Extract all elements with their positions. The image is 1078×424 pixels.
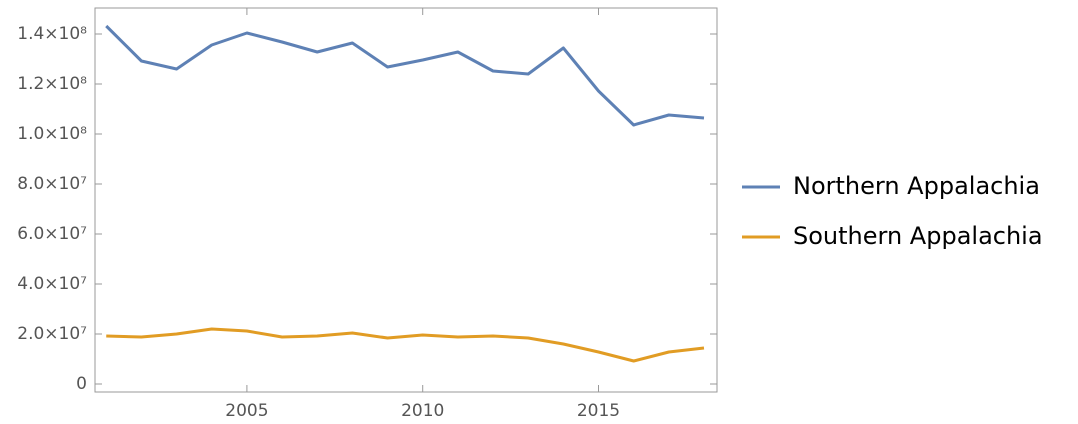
legend-label: Southern Appalachia bbox=[793, 222, 1043, 250]
y-tick-label: 1.4×10⁸ bbox=[17, 24, 87, 44]
series-line bbox=[105, 24, 705, 127]
x-tick-label: 2010 bbox=[401, 401, 444, 421]
legend-label: Northern Appalachia bbox=[793, 172, 1040, 200]
y-tick-label: 8.0×10⁷ bbox=[17, 174, 87, 194]
y-tick-label: 1.0×10⁸ bbox=[17, 124, 87, 144]
y-tick-label: 1.2×10⁸ bbox=[17, 74, 87, 94]
series-line bbox=[106, 327, 705, 363]
y-tick-label: 2.0×10⁷ bbox=[17, 324, 87, 344]
x-tick-label: 2015 bbox=[577, 401, 620, 421]
plot-frame bbox=[94, 7, 718, 393]
y-tick-label: 4.0×10⁷ bbox=[17, 274, 87, 294]
x-tick-label: 2005 bbox=[225, 401, 268, 421]
y-tick-label: 6.0×10⁷ bbox=[17, 224, 87, 244]
y-tick-label: 0 bbox=[76, 374, 87, 394]
